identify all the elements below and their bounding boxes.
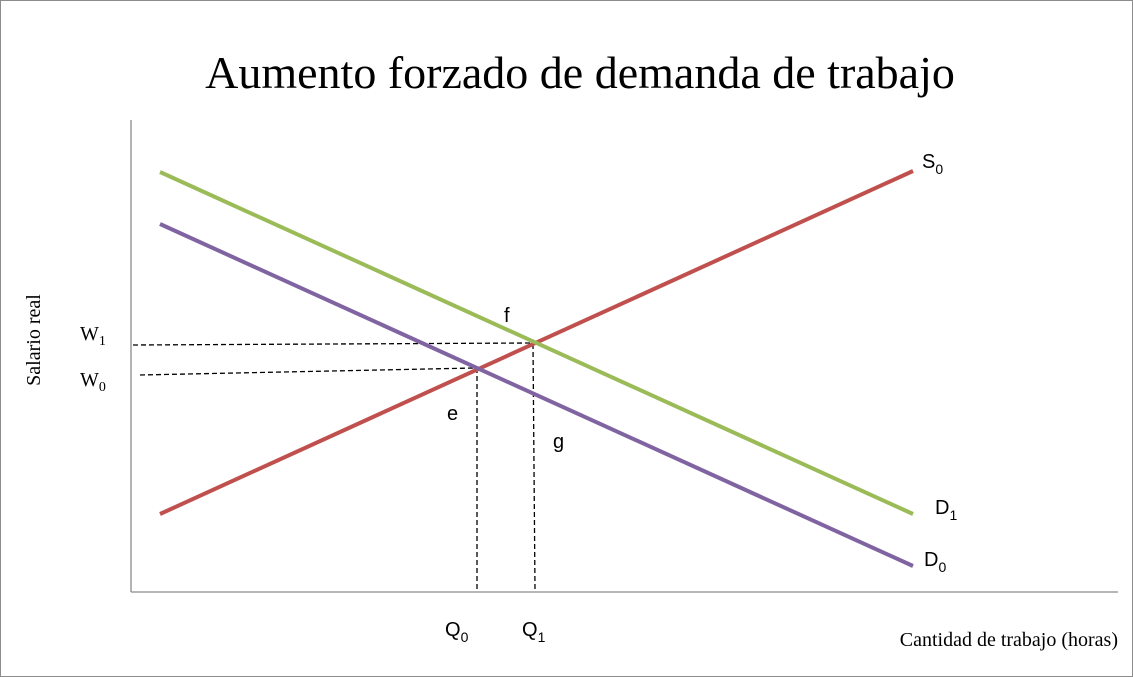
title: Aumento forzado de demanda de trabajo [205, 47, 955, 98]
w1-guide [132, 342, 532, 346]
y-axis-label: Salario real [23, 294, 45, 386]
quantity-label: Q1 [522, 619, 546, 645]
label-sub: 0 [461, 629, 469, 645]
point-label: g [553, 431, 564, 453]
label-sub: 0 [935, 161, 943, 177]
quantity-label: Q0 [445, 619, 469, 645]
demand-curve-0 [159, 222, 914, 568]
label-base: Q [522, 619, 538, 641]
curve-label: D1 [935, 497, 957, 523]
label-base: D [924, 549, 938, 571]
label-base: W [80, 369, 99, 391]
q1-guide [532, 343, 536, 591]
label-sub: 0 [938, 559, 946, 575]
label-sub: 0 [99, 380, 106, 395]
wage-label: W0 [80, 369, 106, 395]
point-label: e [447, 403, 458, 425]
wage-label: W1 [80, 323, 106, 349]
label-base: S [922, 151, 935, 173]
label-sub: 1 [99, 334, 106, 349]
demand-curve-1 [159, 170, 914, 516]
curve-label: S0 [922, 151, 943, 177]
label-base: W [80, 323, 99, 345]
label-base: D [935, 497, 949, 519]
x-axis-label: Cantidad de trabajo (horas) [900, 629, 1118, 651]
label-sub: 1 [949, 507, 957, 523]
point-label: f [504, 305, 510, 327]
label-sub: 1 [538, 629, 546, 645]
curve-label: D0 [924, 549, 946, 575]
label-base: Q [445, 619, 461, 641]
